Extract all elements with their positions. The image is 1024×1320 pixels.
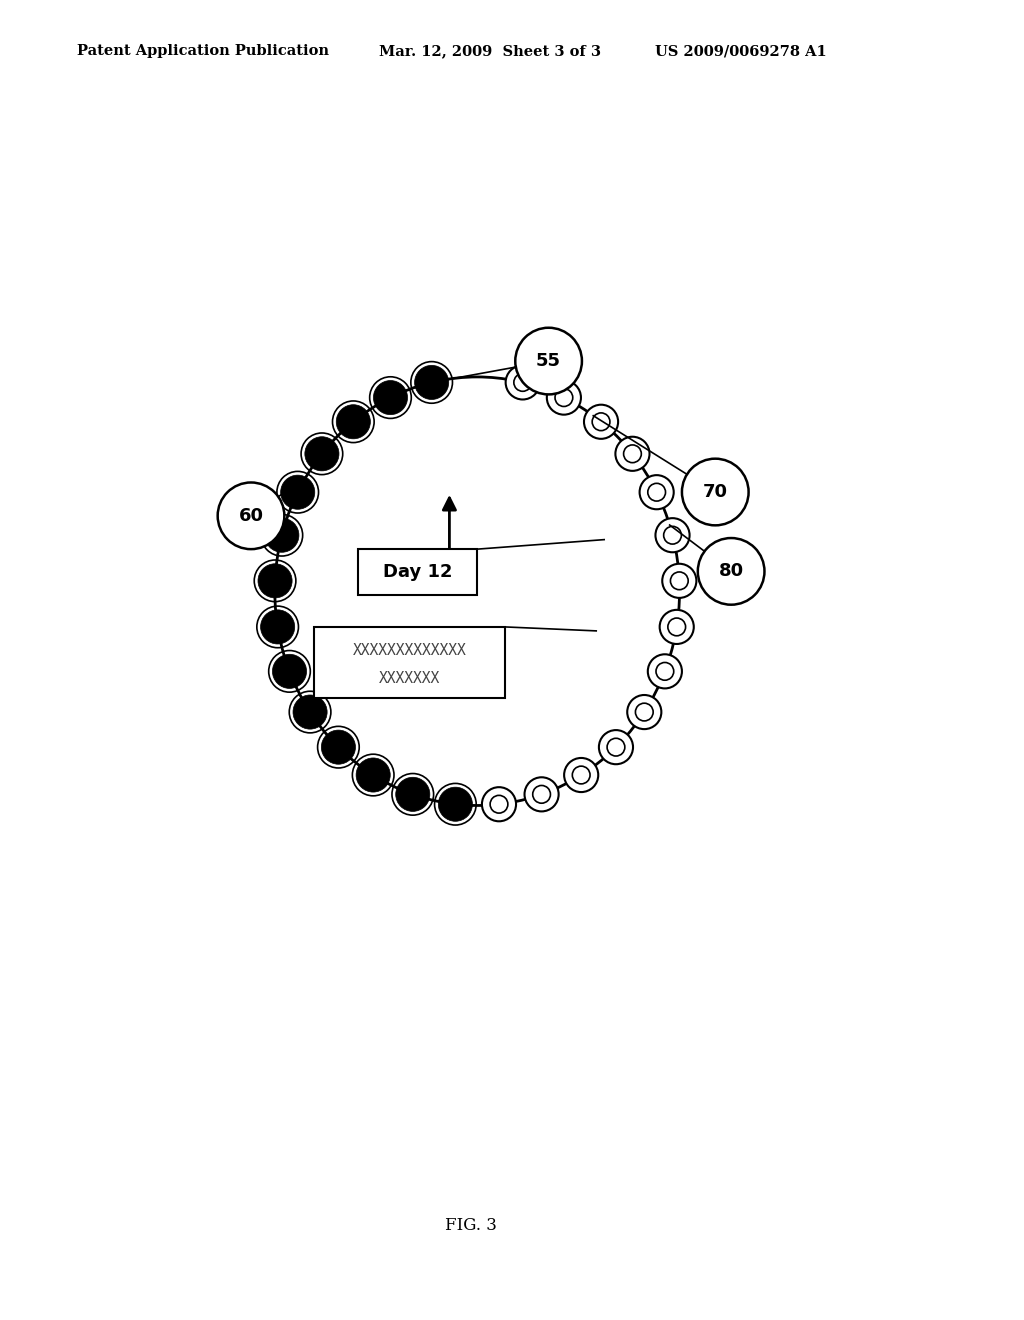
Circle shape <box>572 766 590 784</box>
Text: 70: 70 <box>702 483 728 502</box>
Circle shape <box>624 445 641 463</box>
Circle shape <box>584 405 618 438</box>
Text: Mar. 12, 2009  Sheet 3 of 3: Mar. 12, 2009 Sheet 3 of 3 <box>379 45 601 58</box>
Circle shape <box>532 785 551 803</box>
Text: 60: 60 <box>239 507 263 525</box>
Circle shape <box>555 388 572 407</box>
Circle shape <box>615 437 649 471</box>
Text: 55: 55 <box>537 352 561 370</box>
Circle shape <box>515 327 582 395</box>
Circle shape <box>524 777 559 812</box>
Circle shape <box>322 730 355 764</box>
Circle shape <box>272 655 306 689</box>
Circle shape <box>514 374 531 391</box>
Circle shape <box>682 458 749 525</box>
Circle shape <box>415 366 449 400</box>
Circle shape <box>628 696 662 729</box>
Circle shape <box>356 758 390 792</box>
FancyBboxPatch shape <box>314 627 505 698</box>
Circle shape <box>599 730 633 764</box>
Circle shape <box>438 787 472 821</box>
Circle shape <box>636 704 653 721</box>
Circle shape <box>281 475 314 510</box>
Circle shape <box>607 738 625 756</box>
Text: 80: 80 <box>719 562 743 581</box>
Circle shape <box>671 572 688 590</box>
Circle shape <box>663 564 696 598</box>
Circle shape <box>664 527 681 544</box>
Text: Day 12: Day 12 <box>383 564 453 581</box>
Text: US 2009/0069278 A1: US 2009/0069278 A1 <box>655 45 827 58</box>
Circle shape <box>218 483 285 549</box>
Circle shape <box>395 777 430 812</box>
Circle shape <box>258 564 292 598</box>
Circle shape <box>482 787 516 821</box>
Text: Patent Application Publication: Patent Application Publication <box>77 45 329 58</box>
FancyBboxPatch shape <box>358 549 477 595</box>
Circle shape <box>656 663 674 680</box>
Circle shape <box>305 437 339 471</box>
Circle shape <box>648 483 666 502</box>
Text: XXXXXXXXXXXXX: XXXXXXXXXXXXX <box>353 643 467 657</box>
Circle shape <box>490 796 508 813</box>
Circle shape <box>336 405 371 438</box>
Circle shape <box>547 380 581 414</box>
Circle shape <box>648 655 682 689</box>
Text: FIG. 3: FIG. 3 <box>445 1217 497 1234</box>
Circle shape <box>260 610 295 644</box>
Circle shape <box>564 758 598 792</box>
Circle shape <box>668 618 686 636</box>
Circle shape <box>592 413 610 430</box>
Circle shape <box>659 610 694 644</box>
Circle shape <box>293 696 327 729</box>
Circle shape <box>265 519 299 552</box>
Circle shape <box>655 519 689 552</box>
Circle shape <box>374 380 408 414</box>
Text: XXXXXXX: XXXXXXX <box>379 671 440 686</box>
Circle shape <box>697 539 765 605</box>
Circle shape <box>506 366 540 400</box>
Circle shape <box>640 475 674 510</box>
